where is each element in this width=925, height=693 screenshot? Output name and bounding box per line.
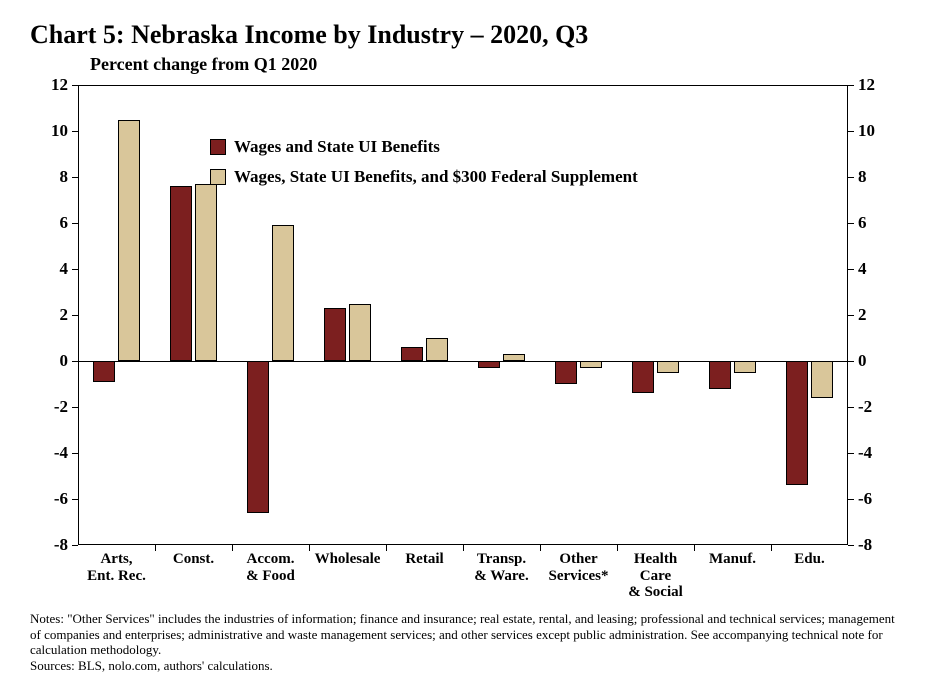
y-tick-label-left: 0 — [30, 351, 68, 371]
y-tick-label-right: 4 — [858, 259, 867, 279]
y-tick-label-left: -2 — [30, 397, 68, 417]
y-tick-label-right: 8 — [858, 167, 867, 187]
x-axis-label: Const. — [155, 551, 232, 568]
bar-series-b — [118, 120, 140, 362]
x-axis-label: Manuf. — [694, 551, 771, 568]
legend-label: Wages, State UI Benefits, and $300 Feder… — [234, 167, 638, 187]
bar-series-a — [478, 361, 500, 368]
chart-area: -8 -8 -6 -6 -4 -4 -2 -2 0 0 2 2 4 4 6 6 8 8 10 10 12 12 Arts, … — [30, 77, 895, 607]
y-tick-label-left: 10 — [30, 121, 68, 141]
y-tick — [72, 269, 78, 270]
y-tick-label-right: 0 — [858, 351, 867, 371]
y-tick-label-left: 8 — [30, 167, 68, 187]
bar-series-a — [401, 347, 423, 361]
y-tick — [848, 131, 854, 132]
legend: Wages and State UI Benefits Wages, State … — [210, 137, 638, 197]
y-tick-label-left: 6 — [30, 213, 68, 233]
zero-line — [78, 361, 848, 362]
legend-label: Wages and State UI Benefits — [234, 137, 440, 157]
y-tick — [848, 499, 854, 500]
bar-series-a — [709, 361, 731, 389]
bar-series-b — [426, 338, 448, 361]
x-axis-label: Accom. & Food — [232, 551, 309, 584]
bar-series-a — [632, 361, 654, 393]
bar-series-a — [93, 361, 115, 382]
y-tick — [72, 407, 78, 408]
bar-series-a — [786, 361, 808, 485]
bar-series-b — [349, 304, 371, 362]
y-tick-label-left: -8 — [30, 535, 68, 555]
bar-series-b — [503, 354, 525, 361]
y-tick — [72, 545, 78, 546]
y-tick-label-left: -4 — [30, 443, 68, 463]
y-tick — [72, 223, 78, 224]
sources-line: Sources: BLS, nolo.com, authors' calcula… — [30, 658, 895, 674]
chart-subtitle: Percent change from Q1 2020 — [90, 54, 895, 75]
y-tick — [72, 177, 78, 178]
y-tick-label-right: -6 — [858, 489, 872, 509]
y-tick-label-left: 12 — [30, 75, 68, 95]
x-axis-label: Wholesale — [309, 551, 386, 568]
legend-item: Wages, State UI Benefits, and $300 Feder… — [210, 167, 638, 187]
y-tick — [848, 453, 854, 454]
y-tick — [72, 361, 78, 362]
y-tick-label-right: 10 — [858, 121, 875, 141]
y-tick — [848, 223, 854, 224]
y-tick — [72, 85, 78, 86]
legend-item: Wages and State UI Benefits — [210, 137, 638, 157]
chart-notes: Notes: "Other Services" includes the ind… — [30, 611, 895, 673]
legend-swatch — [210, 139, 226, 155]
y-tick-label-right: -4 — [858, 443, 872, 463]
bar-series-b — [195, 184, 217, 361]
y-tick — [848, 361, 854, 362]
y-tick-label-right: 6 — [858, 213, 867, 233]
bar-series-b — [580, 361, 602, 368]
y-tick-label-left: 2 — [30, 305, 68, 325]
bar-series-a — [170, 186, 192, 361]
x-axis-label: Health Care & Social — [617, 551, 694, 601]
chart-title: Chart 5: Nebraska Income by Industry – 2… — [30, 20, 895, 50]
y-tick-label-left: -6 — [30, 489, 68, 509]
y-tick-label-left: 4 — [30, 259, 68, 279]
x-axis-label: Transp. & Ware. — [463, 551, 540, 584]
y-tick — [72, 499, 78, 500]
y-tick — [848, 545, 854, 546]
x-axis-label: Retail — [386, 551, 463, 568]
y-tick — [72, 315, 78, 316]
bar-series-a — [555, 361, 577, 384]
y-tick-label-right: -2 — [858, 397, 872, 417]
y-tick-label-right: -8 — [858, 535, 872, 555]
bar-series-b — [272, 225, 294, 361]
y-tick — [72, 453, 78, 454]
legend-swatch — [210, 169, 226, 185]
bar-series-b — [734, 361, 756, 373]
bar-series-a — [324, 308, 346, 361]
x-axis-label: Edu. — [771, 551, 848, 568]
x-axis-label: Arts, Ent. Rec. — [78, 551, 155, 584]
y-tick — [848, 269, 854, 270]
y-tick-label-right: 12 — [858, 75, 875, 95]
bar-series-b — [657, 361, 679, 373]
y-tick — [848, 407, 854, 408]
y-tick — [848, 177, 854, 178]
y-tick — [848, 315, 854, 316]
y-tick — [848, 85, 854, 86]
bar-series-b — [811, 361, 833, 398]
notes-line: Notes: "Other Services" includes the ind… — [30, 611, 895, 658]
y-tick — [72, 131, 78, 132]
bar-series-a — [247, 361, 269, 513]
y-tick-label-right: 2 — [858, 305, 867, 325]
x-axis-label: Other Services* — [540, 551, 617, 584]
